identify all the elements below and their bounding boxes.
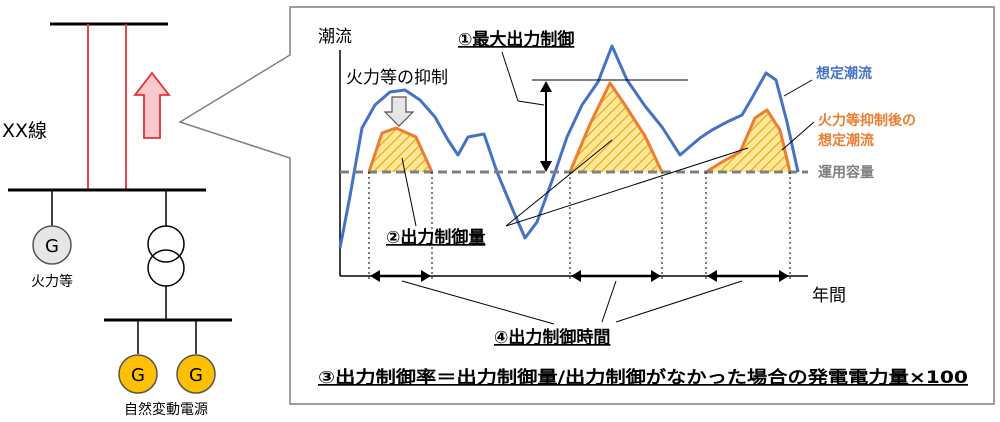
- max-control-arrowhead-top: [540, 81, 552, 92]
- control-time-leader: [401, 280, 555, 325]
- capacity-label: 運用容量: [818, 164, 874, 181]
- max-control-leader: [517, 100, 545, 106]
- xx-line-label: XX線: [2, 120, 47, 142]
- control-time-annotation: ④出力制御時間: [494, 327, 610, 348]
- transformer-coil-lower: [147, 249, 185, 287]
- arrowhead: [571, 270, 581, 282]
- renewable-generator-symbol-2: G: [189, 365, 203, 386]
- suppressed-flow-line: [705, 108, 792, 174]
- curtailment-area-2: [570, 83, 662, 172]
- control-time-leader: [601, 280, 617, 323]
- arrowhead: [651, 270, 661, 282]
- flow-up-arrow: [133, 71, 171, 139]
- renewable-generator-icon-2: [176, 354, 216, 394]
- suppressed-flow-line: [367, 126, 434, 173]
- suppressed-flow-line: [568, 81, 664, 173]
- arrowhead: [421, 270, 431, 282]
- arrowhead: [779, 270, 789, 282]
- max-control-leader: [501, 51, 519, 102]
- transformer-coil-upper: [147, 225, 185, 263]
- assumed-flow-leader: [783, 79, 813, 97]
- period-guides: [368, 172, 791, 282]
- thermal-generator-icon: [32, 225, 72, 265]
- curtailment-area-3: [706, 110, 790, 172]
- max-control-annotation: ①最大出力制御: [458, 29, 574, 50]
- thermal-suppress-annotation: 火力等の抑制: [346, 68, 448, 88]
- control-time-leader: [615, 280, 743, 323]
- thermal-generator-symbol: G: [45, 236, 59, 257]
- control-time-arrows: [370, 270, 789, 282]
- suppressed-flow-label-line2: 想定潮流: [817, 132, 874, 149]
- arrowhead: [370, 270, 380, 282]
- suppressed-flow-leader: [781, 121, 815, 151]
- control-amount-annotation: ②出力制御量: [386, 227, 485, 248]
- control-amount-leader: [505, 139, 613, 227]
- thermal-generator-label: 火力等: [31, 273, 73, 290]
- x-axis-label: 年間: [812, 286, 846, 306]
- assumed-flow-label: 想定潮流: [815, 65, 872, 82]
- control-amount-leader: [401, 157, 417, 227]
- y-axis-label: 潮流: [318, 27, 352, 47]
- suppression-down-arrow: [383, 96, 415, 127]
- renewable-generator-label: 自然変動電源: [124, 401, 208, 418]
- arrowhead: [707, 270, 717, 282]
- grid-schematic: XX線 G 火力等 G G 自然変動電源: [2, 22, 232, 418]
- assumed-flow-line: [338, 44, 800, 249]
- renewable-generator-icon-1: [118, 354, 158, 394]
- control-amount-leader: [505, 147, 749, 227]
- suppressed-flow-label-line1: 火力等抑制後の: [818, 112, 916, 129]
- curtailment-rate-formula: ③出力制御率＝出力制御量/出力制御がなかった場合の発電電力量×100: [318, 367, 968, 388]
- callout-box: [178, 6, 995, 405]
- max-control-arrowhead-bottom: [540, 161, 552, 172]
- flow-chart: 潮流 年間 火力等の抑制 ①最大出力制御: [318, 27, 968, 388]
- renewable-generator-symbol-1: G: [131, 365, 145, 386]
